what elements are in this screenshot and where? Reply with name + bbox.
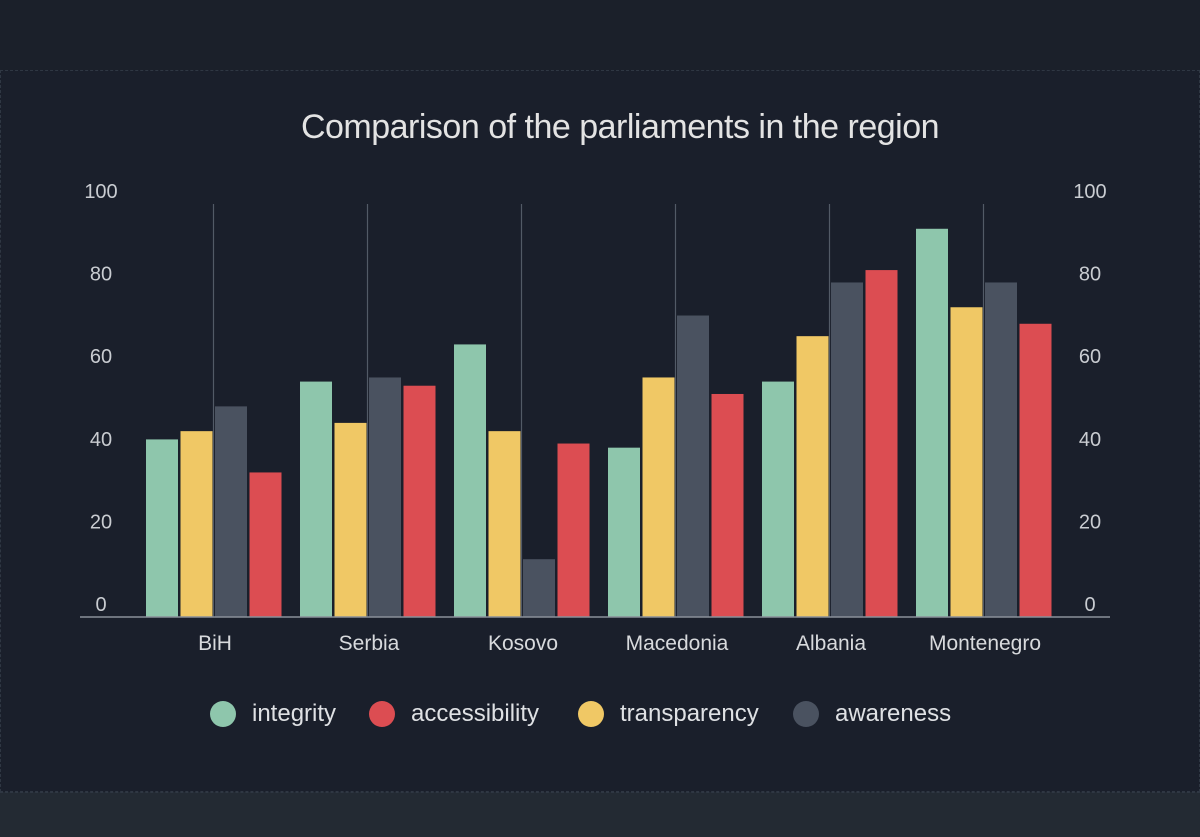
legend-dot-icon <box>793 701 819 727</box>
chart-title: Comparison of the parliaments in the reg… <box>300 108 940 146</box>
bar-awareness <box>985 282 1017 617</box>
legend-item-accessibility[interactable]: accessibility <box>369 700 539 728</box>
y-tick-label-right: 80 <box>1079 264 1101 286</box>
y-tick-label-left: 100 <box>84 181 117 203</box>
x-tick-label: Montenegro <box>929 632 1041 655</box>
legend-item-awareness[interactable]: awareness <box>793 700 951 728</box>
bar-awareness <box>677 315 709 617</box>
bar-accessibility <box>249 472 282 617</box>
bar-awareness <box>369 377 401 617</box>
y-tick-label-right: 60 <box>1079 346 1101 368</box>
bar-integrity <box>762 381 794 617</box>
bar-integrity <box>916 228 948 617</box>
legend-label: integrity <box>252 700 337 727</box>
bar-transparency <box>950 307 983 617</box>
bar-integrity <box>300 381 332 617</box>
y-tick-label-right: 0 <box>1084 594 1095 616</box>
bar-awareness <box>215 406 247 617</box>
bar-integrity <box>608 447 640 617</box>
legend-dot-icon <box>369 701 395 727</box>
bar-awareness <box>831 282 863 617</box>
legend: integrity accessibility transparency awaren… <box>0 696 1200 736</box>
y-tick-label-right: 40 <box>1079 429 1101 451</box>
bar-accessibility <box>403 385 436 617</box>
y-tick-label-left: 20 <box>90 511 112 533</box>
x-tick-label: BiH <box>198 632 232 655</box>
bar-integrity <box>454 344 486 617</box>
y-tick-label-right: 100 <box>1073 181 1106 203</box>
bar-accessibility <box>557 443 590 617</box>
bar-accessibility <box>1019 323 1052 617</box>
y-tick-label-left: 40 <box>90 429 112 451</box>
bar-integrity <box>146 439 178 617</box>
x-tick-label: Serbia <box>339 632 400 655</box>
bar-transparency <box>796 336 829 617</box>
bar-accessibility <box>711 393 744 617</box>
bar-transparency <box>488 431 521 617</box>
bar-awareness <box>523 559 555 617</box>
legend-label: accessibility <box>411 700 540 727</box>
legend-dot-icon <box>210 701 236 727</box>
x-tick-label: Kosovo <box>488 632 558 655</box>
bar-accessibility <box>865 270 898 617</box>
legend-label: awareness <box>835 700 952 727</box>
x-tick-label: Macedonia <box>626 632 729 655</box>
bar-transparency <box>334 422 367 617</box>
bar-transparency <box>642 377 675 617</box>
y-tick-label-left: 0 <box>95 594 106 616</box>
x-tick-label: Albania <box>796 632 866 655</box>
y-tick-label-left: 60 <box>90 346 112 368</box>
bar-transparency <box>180 431 213 617</box>
legend-dot-icon <box>578 701 604 727</box>
y-tick-label-right: 20 <box>1079 511 1101 533</box>
legend-label: transparency <box>620 700 759 727</box>
top-strip <box>0 0 1200 70</box>
y-tick-label-left: 80 <box>90 264 112 286</box>
bottom-strip <box>0 792 1200 837</box>
legend-item-integrity[interactable]: integrity <box>210 700 336 728</box>
legend-item-transparency[interactable]: transparency <box>578 700 759 728</box>
